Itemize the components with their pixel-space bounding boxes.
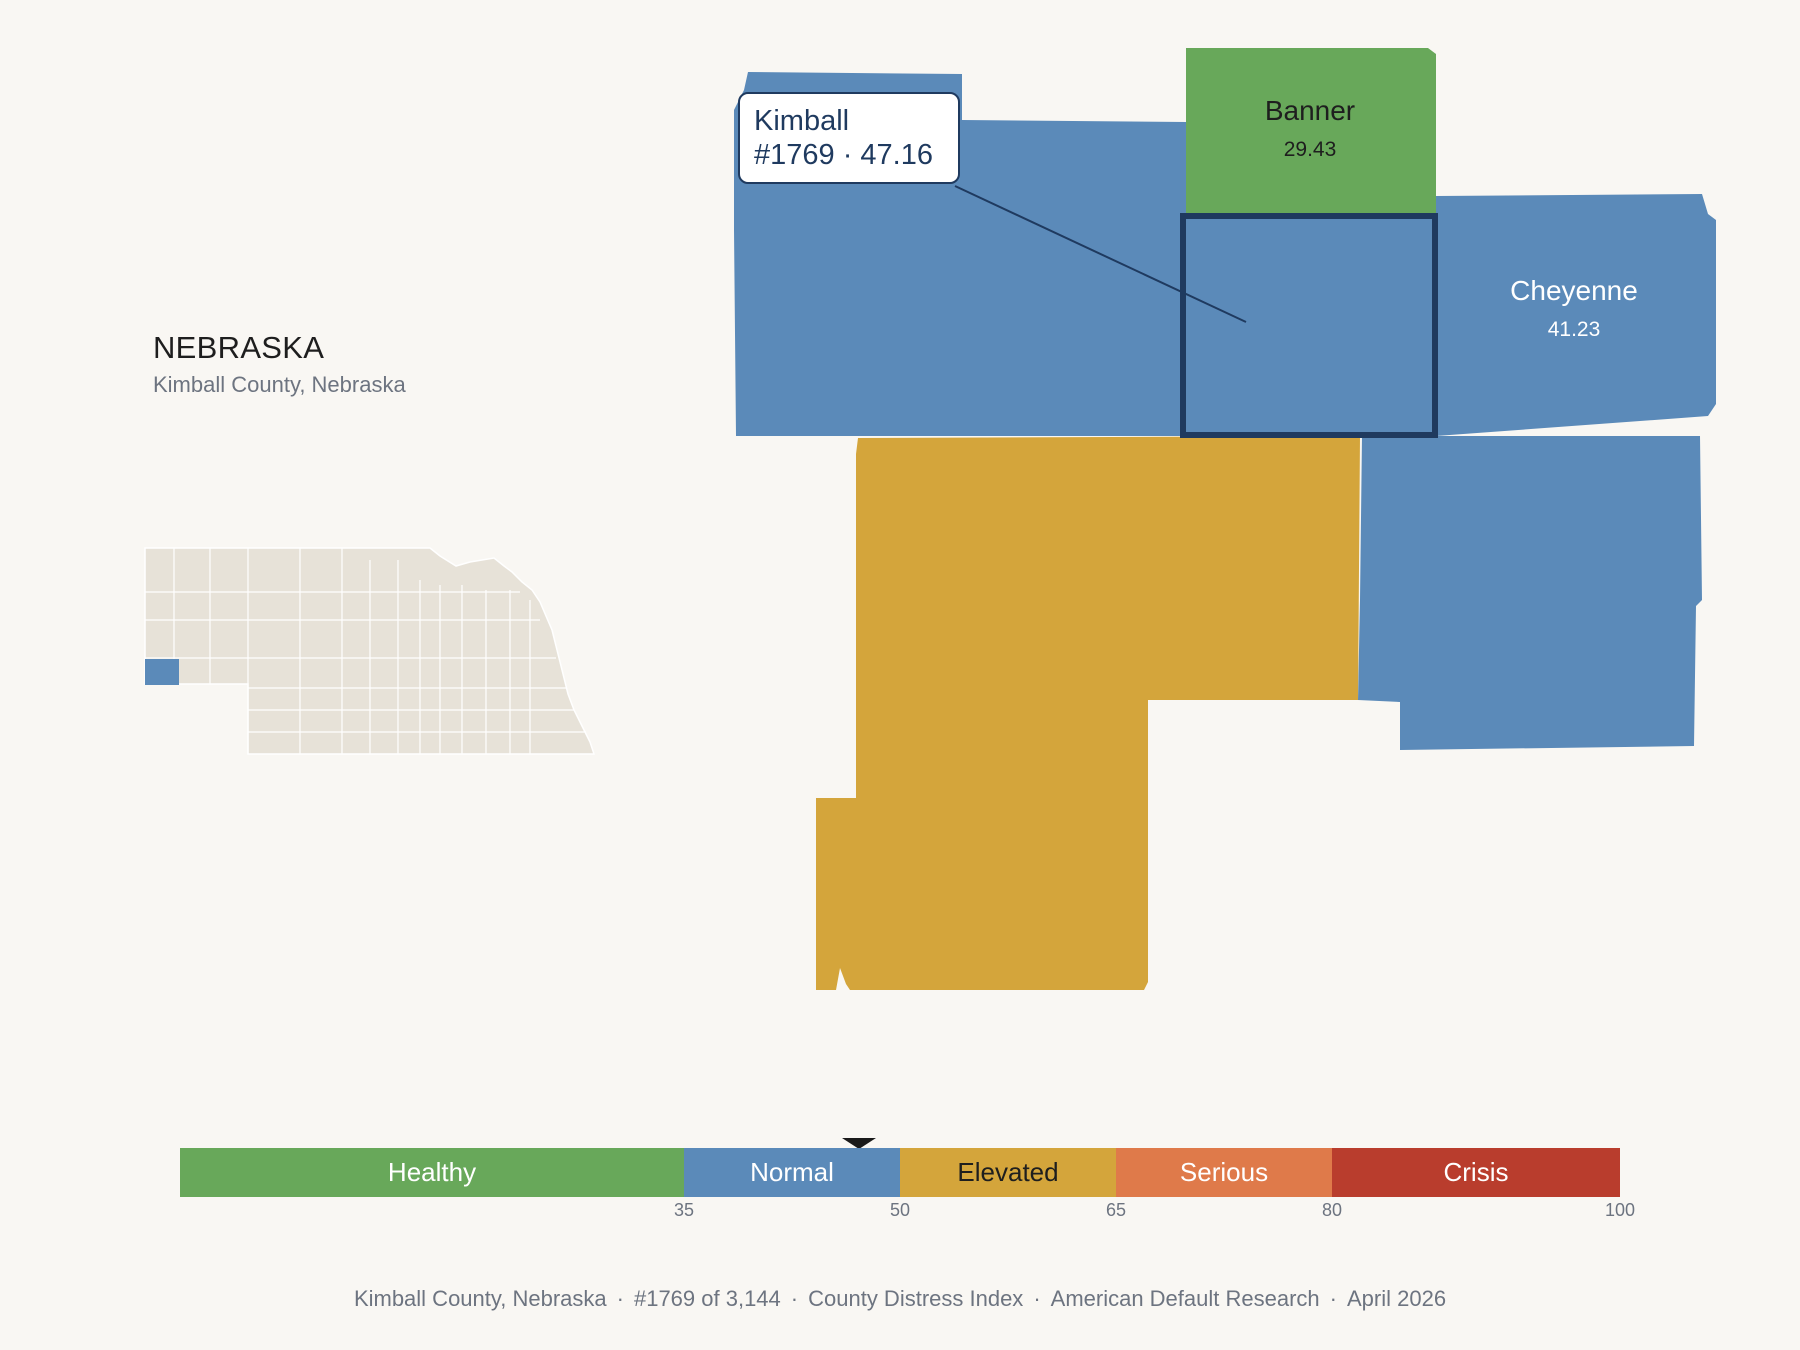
score-marker-triangle bbox=[842, 1138, 877, 1149]
legend-segment-serious: Serious bbox=[1116, 1148, 1332, 1197]
footer-rank: #1769 of 3,144 bbox=[633, 1286, 781, 1311]
legend-tick-100: 100 bbox=[1604, 1200, 1636, 1220]
footer-county: Kimball County, Nebraska bbox=[353, 1286, 607, 1311]
legend-tick-50: 50 bbox=[889, 1200, 911, 1220]
legend-tick-65: 65 bbox=[1105, 1200, 1127, 1220]
legend-tick-80: 80 bbox=[1321, 1200, 1343, 1220]
county-shape-southeast[interactable] bbox=[1358, 436, 1702, 750]
legend-segment-crisis: Crisis bbox=[1332, 1148, 1620, 1197]
footer-index-name: County Distress Index bbox=[808, 1286, 1024, 1311]
county-value-banner: 29.43 bbox=[1284, 138, 1337, 161]
legend-segment-normal: Normal bbox=[684, 1148, 900, 1197]
footer-caption: Kimball County, Nebraska · #1769 of 3,144 ·… bbox=[353, 1286, 1447, 1311]
footer-date: April 2026 bbox=[1346, 1286, 1447, 1311]
inset-county-grid bbox=[145, 548, 586, 754]
legend-segment-elevated: Elevated bbox=[900, 1148, 1116, 1197]
callout-county-name: Kimball bbox=[754, 105, 850, 137]
selected-county-callout: Kimball #1769 · 47.16 bbox=[738, 92, 960, 184]
county-shape-cheyenne[interactable] bbox=[1436, 194, 1716, 436]
inset-highlight-kimball bbox=[145, 659, 179, 685]
county-label-cheyenne: Cheyenne bbox=[1510, 275, 1638, 306]
legend-segment-healthy: Healthy bbox=[180, 1148, 684, 1197]
callout-rank-score: #1769 · 47.16 bbox=[754, 139, 933, 171]
legend-tick-35: 35 bbox=[673, 1200, 695, 1220]
county-value-cheyenne: 41.23 bbox=[1548, 318, 1601, 341]
state-title: NEBRASKA bbox=[153, 330, 325, 365]
county-label-banner: Banner bbox=[1265, 95, 1355, 126]
state-subtitle: Kimball County, Nebraska bbox=[153, 372, 406, 397]
callout-leader-line bbox=[954, 185, 1247, 323]
distress-legend-bar: Healthy Normal Elevated Serious Crisis bbox=[180, 1148, 1620, 1197]
county-shape-banner[interactable] bbox=[1186, 48, 1436, 216]
footer-source: American Default Research bbox=[1050, 1286, 1320, 1311]
selected-county-outline bbox=[1180, 213, 1438, 438]
county-shape-south[interactable] bbox=[816, 436, 1360, 990]
county-shape-kimball[interactable] bbox=[1186, 214, 1436, 436]
